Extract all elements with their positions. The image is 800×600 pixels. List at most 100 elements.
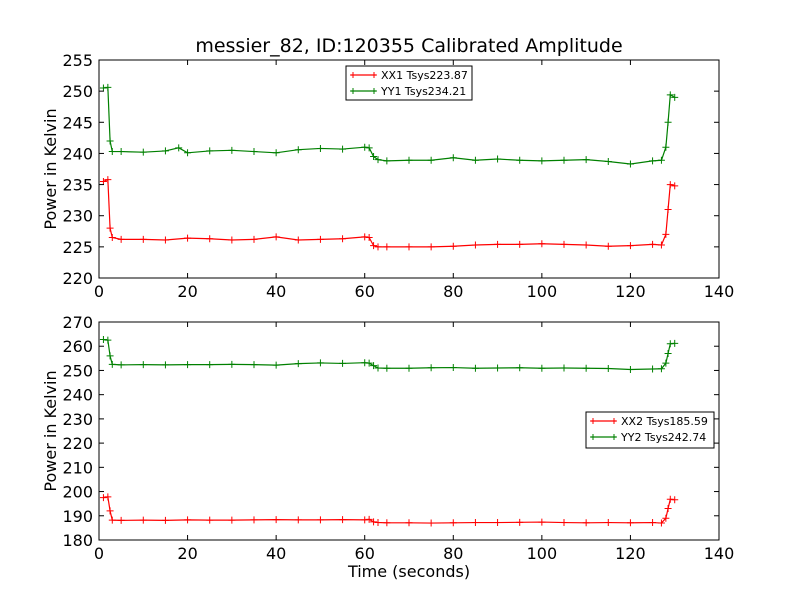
data-point — [272, 361, 280, 369]
data-point — [139, 361, 147, 369]
data-point — [206, 235, 214, 243]
data-point — [560, 364, 568, 372]
x-tick-label: 60 — [355, 544, 375, 563]
data-point — [370, 362, 378, 370]
data-point — [104, 176, 112, 184]
series-2 — [99, 335, 679, 373]
data-point — [272, 516, 280, 524]
data-point — [494, 364, 502, 372]
data-point — [117, 148, 125, 156]
data-point — [666, 181, 674, 189]
data-point — [108, 360, 116, 368]
data-point — [365, 234, 373, 242]
data-point — [626, 242, 634, 250]
x-tick-label: 140 — [704, 282, 735, 301]
data-point — [374, 156, 382, 164]
axes-frame — [98, 59, 720, 279]
data-point — [516, 364, 524, 372]
data-point — [365, 515, 373, 523]
data-point — [294, 236, 302, 244]
y-tick-label: 250 — [62, 361, 93, 380]
data-point — [250, 235, 258, 243]
data-point — [516, 156, 524, 164]
data-point — [161, 147, 169, 155]
x-tick-label: 80 — [443, 544, 463, 563]
data-point — [666, 91, 674, 99]
data-point — [104, 493, 112, 501]
data-point — [494, 155, 502, 163]
data-point — [657, 519, 665, 527]
data-point — [365, 359, 373, 367]
data-point — [294, 146, 302, 154]
data-point — [494, 240, 502, 248]
data-point — [339, 359, 347, 367]
data-point — [657, 365, 665, 373]
y-tick-label: 240 — [62, 144, 93, 163]
x-tick-label: 140 — [704, 544, 735, 563]
data-point — [228, 516, 236, 524]
data-point — [294, 516, 302, 524]
y-tick-label: 210 — [62, 458, 93, 477]
data-point — [662, 230, 670, 238]
plots-layer: 0 20 40 60 80 100 120 140 220 225 230 235 240 245 250 2… — [41, 35, 734, 581]
x-tick-label: 80 — [443, 282, 463, 301]
data-point — [374, 243, 382, 251]
y-axis-label: Power in Kelvin — [41, 370, 60, 491]
y-tick-label: 220 — [62, 434, 93, 453]
data-point — [383, 519, 391, 527]
x-tick-label: 120 — [615, 544, 646, 563]
data-point — [649, 365, 657, 373]
legend-marker — [590, 434, 617, 440]
data-point — [582, 364, 590, 372]
y-tick-label: 250 — [62, 82, 93, 101]
data-point — [604, 242, 612, 250]
data-point — [250, 361, 258, 369]
data-point — [662, 143, 670, 151]
data-point — [108, 516, 116, 524]
series-2 — [99, 83, 679, 168]
data-point — [626, 160, 634, 168]
data-point — [427, 519, 435, 527]
data-point — [106, 224, 114, 232]
data-point — [117, 361, 125, 369]
data-point — [671, 93, 679, 101]
y-tick-label: 230 — [62, 410, 93, 429]
x-tick-label: 60 — [355, 282, 375, 301]
legend-entry-2: YY1 Tsys234.21 — [350, 85, 466, 98]
data-point — [316, 359, 324, 367]
data-point — [184, 234, 192, 242]
data-point — [626, 519, 634, 527]
data-point — [604, 365, 612, 373]
data-point — [106, 507, 114, 515]
y-tick-label: 255 — [62, 51, 93, 70]
data-point — [339, 235, 347, 243]
data-point — [405, 519, 413, 527]
data-point — [294, 360, 302, 368]
data-point — [361, 233, 369, 241]
data-point — [272, 233, 280, 241]
data-point — [117, 516, 125, 524]
x-tick-label: 120 — [615, 282, 646, 301]
series-1 — [99, 493, 679, 527]
data-point — [370, 153, 378, 161]
data-point — [206, 516, 214, 524]
data-point — [471, 156, 479, 164]
data-point — [206, 361, 214, 369]
series-line — [103, 86, 676, 165]
legend-entry-2: YY2 Tsys242.74 — [590, 431, 706, 444]
data-point — [538, 157, 546, 165]
data-point — [671, 339, 679, 347]
data-point — [383, 157, 391, 165]
x-tick-label: 40 — [266, 544, 286, 563]
data-point — [664, 349, 672, 357]
data-point — [370, 242, 378, 250]
data-point — [339, 145, 347, 153]
y-tick-label: 230 — [62, 207, 93, 226]
legend-label: YY2 Tsys242.74 — [620, 431, 706, 444]
data-point — [626, 365, 634, 373]
data-point — [649, 157, 657, 165]
data-point — [161, 236, 169, 244]
data-point — [449, 364, 457, 372]
x-tick-label: 0 — [94, 544, 104, 563]
data-point — [471, 519, 479, 527]
